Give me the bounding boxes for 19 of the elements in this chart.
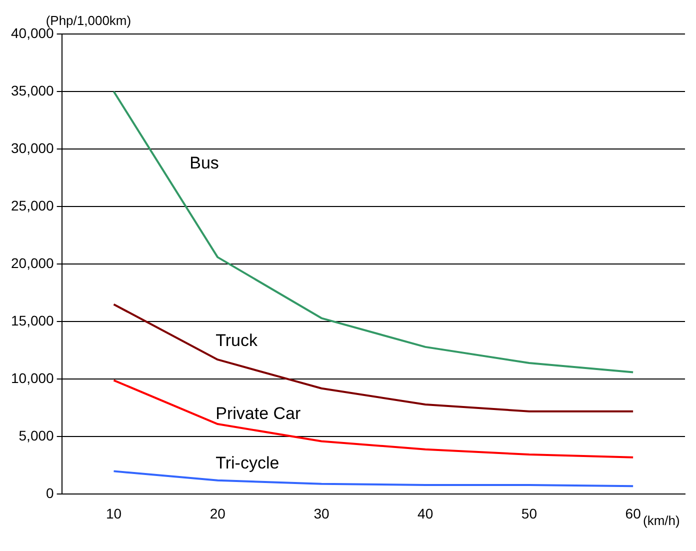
series-label: Truck: [216, 330, 258, 350]
x-axis-title: (km/h): [643, 512, 680, 528]
y-tick-label: 25,000: [10, 197, 54, 214]
x-tick-label: 20: [210, 505, 226, 522]
y-tick-label: 0: [46, 485, 54, 502]
series-label: Private Car: [216, 404, 301, 424]
x-tick-label: 50: [521, 505, 538, 522]
x-tick-label: 40: [418, 505, 434, 522]
y-tick-label: 15,000: [10, 312, 54, 328]
x-tick-label: 60: [625, 505, 642, 522]
x-tick-label: 30: [314, 505, 330, 522]
y-tick-label: 5,000: [18, 428, 54, 444]
y-tick-label: 10,000: [10, 370, 54, 386]
y-tick-label: 30,000: [10, 140, 54, 156]
y-tick-label: 35,000: [10, 82, 54, 98]
series-label: Tri-cycle: [216, 454, 280, 473]
series-label: Bus: [190, 153, 219, 172]
x-tick-label: 10: [106, 505, 122, 522]
y-tick-label: 20,000: [10, 254, 54, 271]
